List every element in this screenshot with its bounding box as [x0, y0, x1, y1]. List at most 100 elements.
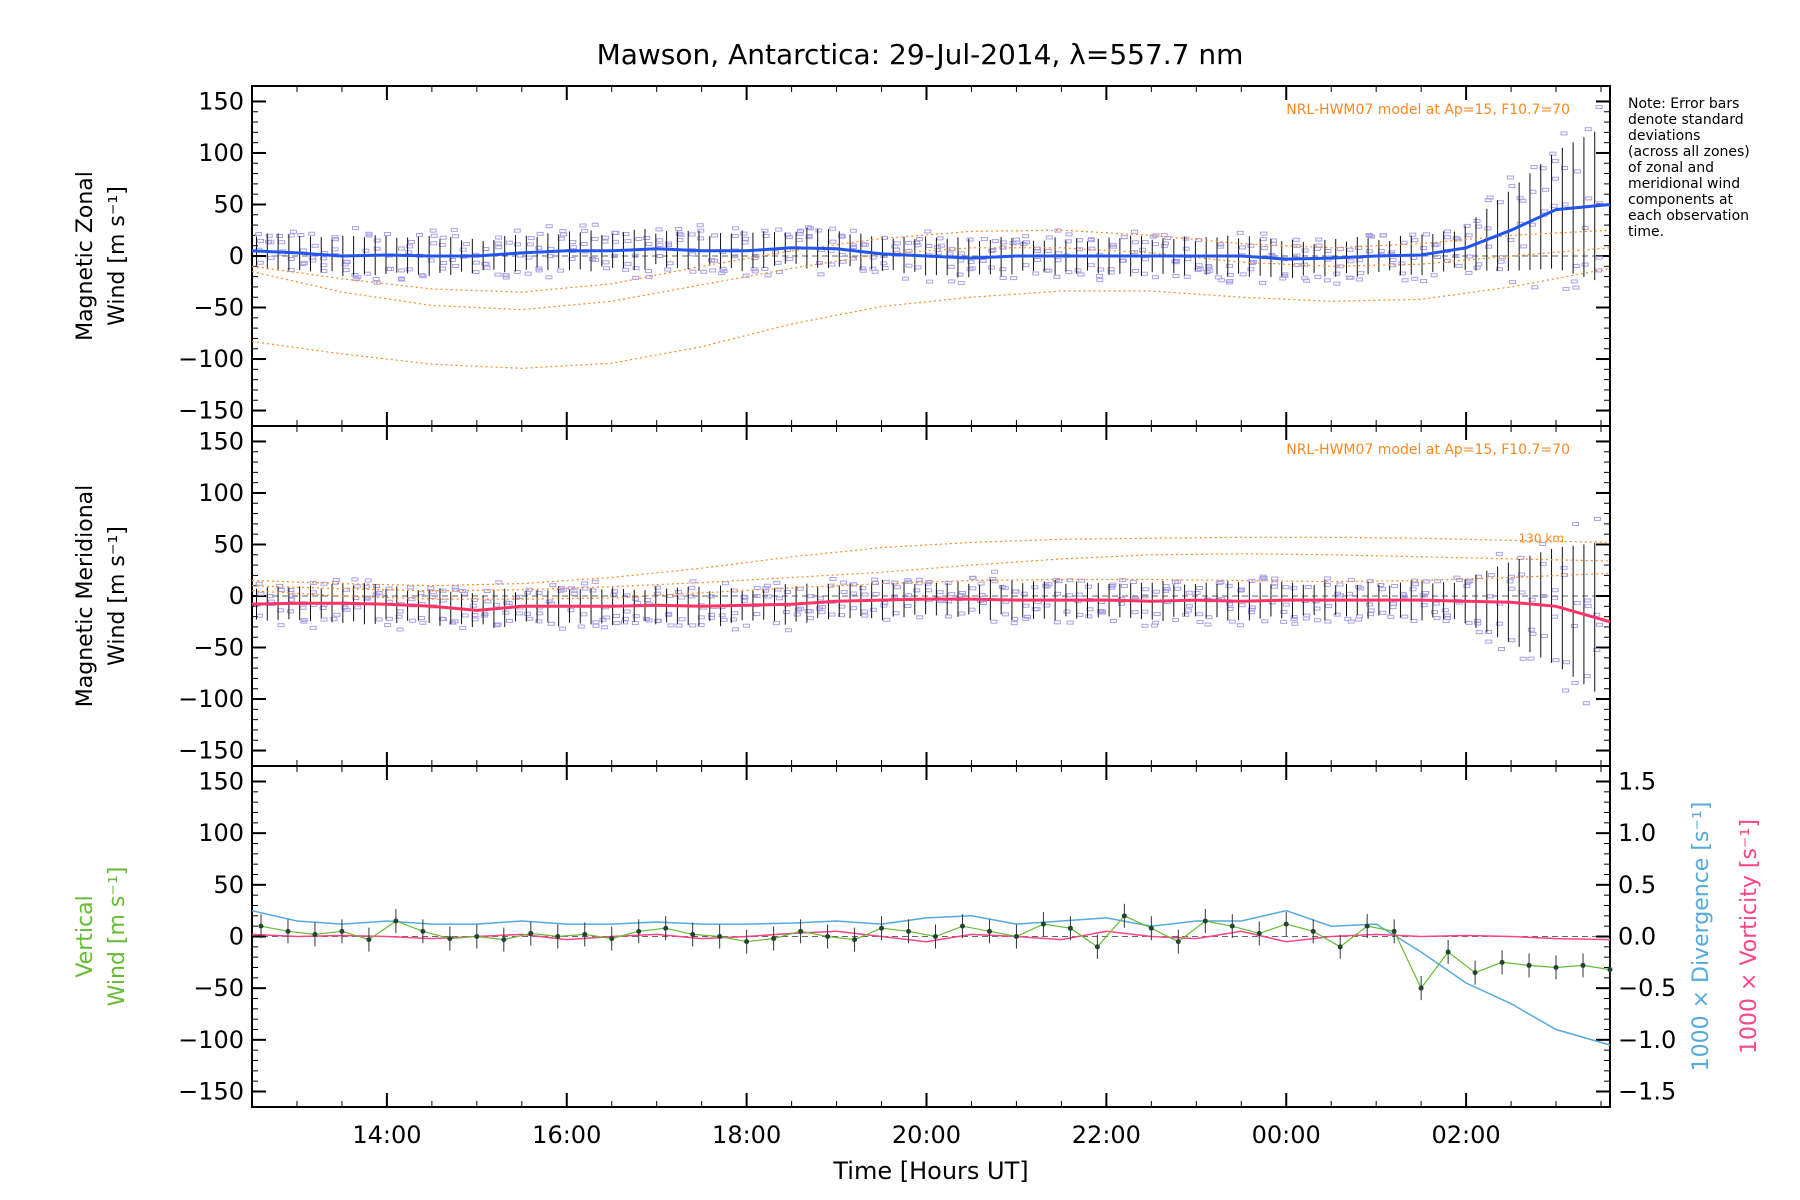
- x-tick-label: 02:00: [1432, 1121, 1501, 1149]
- scatter-point: [570, 591, 578, 596]
- scatter-point: [761, 228, 769, 233]
- scatter-point: [623, 593, 631, 598]
- scatter-point: [1496, 200, 1504, 205]
- scatter-point: [406, 585, 414, 590]
- vertical-wind-point: [852, 937, 858, 943]
- scatter-point: [1260, 231, 1268, 236]
- scatter-point: [838, 252, 846, 257]
- scatter-point: [1333, 271, 1341, 276]
- scatter-point: [1531, 285, 1539, 290]
- scatter-point: [708, 258, 716, 263]
- x-tick-label: 14:00: [352, 1121, 421, 1149]
- scatter-point: [1333, 281, 1341, 286]
- scatter-point: [1290, 586, 1298, 591]
- scatter-point: [991, 239, 999, 244]
- scatter-point: [893, 585, 901, 590]
- scatter-point: [731, 627, 739, 632]
- scatter-point: [1593, 647, 1601, 652]
- scatter-point: [418, 273, 426, 278]
- scatter-point: [1279, 276, 1287, 281]
- scatter-point: [740, 594, 748, 599]
- scatter-point: [372, 584, 380, 589]
- scatter-point: [513, 242, 521, 247]
- scatter-point: [1509, 280, 1517, 285]
- scatter-point: [742, 623, 750, 628]
- scatter-point: [1032, 271, 1040, 276]
- scatter-point: [265, 233, 273, 238]
- scatter-point: [936, 590, 944, 595]
- vertical-wind-point: [1364, 923, 1370, 929]
- scatter-point: [385, 586, 393, 591]
- scatter-point: [612, 614, 620, 619]
- scatter-point: [1529, 631, 1537, 636]
- x-tick-label: 00:00: [1252, 1121, 1321, 1149]
- scatter-point: [840, 590, 848, 595]
- scatter-point: [535, 245, 543, 250]
- scatter-point: [1508, 586, 1516, 591]
- scatter-point: [1528, 222, 1536, 227]
- scatter-point: [1528, 597, 1536, 602]
- scatter-point: [311, 243, 319, 248]
- scatter-point: [1388, 250, 1396, 255]
- scatter-point: [513, 595, 521, 600]
- scatter-point: [1573, 169, 1581, 174]
- scatter-point: [861, 613, 869, 618]
- scatter-point: [1585, 196, 1593, 201]
- scatter-point: [1527, 656, 1535, 661]
- scatter-point: [613, 621, 621, 626]
- scatter-point: [916, 615, 924, 620]
- y-tick-label: 0: [229, 242, 244, 270]
- scatter-point: [300, 618, 308, 623]
- scatter-point: [1268, 252, 1276, 257]
- scatter-point: [688, 232, 696, 237]
- scatter-point: [1313, 618, 1321, 623]
- scatter-point: [915, 581, 923, 586]
- scatter-point: [502, 275, 510, 280]
- scatter-point: [914, 265, 922, 270]
- x-tick-label: 22:00: [1072, 1121, 1141, 1149]
- scatter-point: [1409, 587, 1417, 592]
- scatter-point: [579, 223, 587, 228]
- scatter-point: [999, 276, 1007, 281]
- scatter-point: [913, 240, 921, 245]
- scatter-point: [1549, 151, 1557, 156]
- scatter-point: [1076, 612, 1084, 617]
- y-axis-label-units: Wind [m s⁻¹]: [105, 186, 130, 326]
- scatter-point: [1551, 614, 1559, 619]
- scatter-point: [439, 235, 447, 240]
- scatter-point: [470, 598, 478, 603]
- scatter-point: [1290, 617, 1298, 622]
- scatter-point: [632, 266, 640, 271]
- scatter-point: [893, 241, 901, 246]
- scatter-point: [1097, 608, 1105, 613]
- scatter-point: [772, 621, 780, 626]
- scatter-point: [1433, 616, 1441, 621]
- scatter-point: [372, 277, 380, 282]
- scatter-point: [1497, 647, 1505, 652]
- scatter-point: [1239, 272, 1247, 277]
- vertical-wind-point: [1013, 934, 1019, 939]
- scatter-point: [850, 591, 858, 596]
- scatter-point: [611, 230, 619, 235]
- scatter-point: [829, 226, 837, 231]
- scatter-point: [494, 622, 502, 627]
- scatter-point: [1539, 166, 1547, 171]
- scatter-point: [581, 228, 589, 233]
- scatter-point: [1508, 638, 1516, 643]
- scatter-point: [1290, 615, 1298, 620]
- scatter-point: [1441, 608, 1449, 613]
- scatter-point: [395, 614, 403, 619]
- scatter-point: [505, 618, 513, 623]
- scatter-point: [580, 241, 588, 246]
- vertical-wind-point: [528, 930, 534, 936]
- scatter-point: [341, 262, 349, 267]
- scatter-point: [610, 593, 618, 598]
- scatter-point: [1495, 621, 1503, 626]
- scatter-point: [1422, 591, 1430, 596]
- scatter-point: [1517, 572, 1525, 577]
- scatter-point: [1204, 622, 1212, 627]
- vertical-wind-point: [1526, 962, 1532, 968]
- scatter-point: [1271, 581, 1279, 586]
- scatter-point: [751, 256, 759, 261]
- scatter-point: [1551, 596, 1559, 601]
